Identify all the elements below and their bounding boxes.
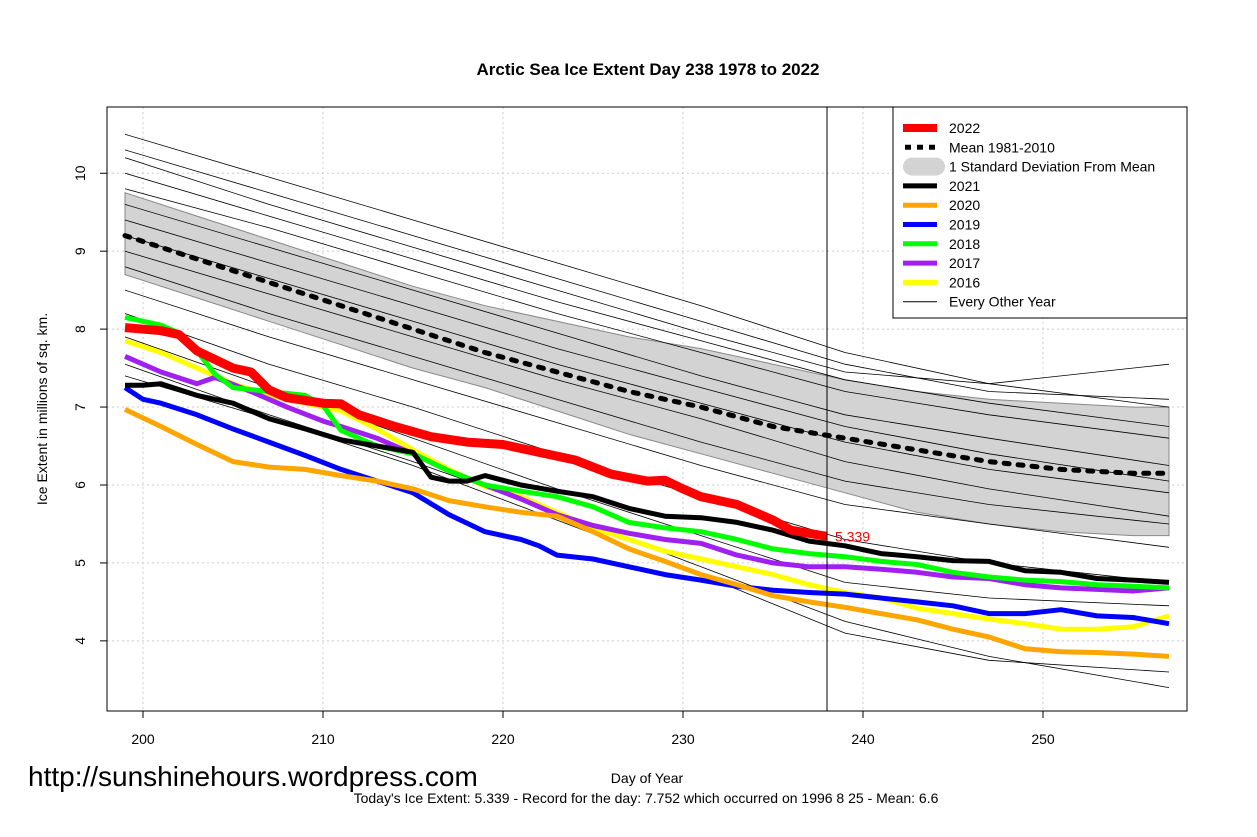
legend-label: 2017 [949,255,980,271]
legend-label: 1 Standard Deviation From Mean [949,159,1155,175]
legend-label: 2019 [949,217,980,233]
mean-line [122,233,1172,476]
current-value-label: 5.339 [835,528,870,544]
series-line-2019 [123,385,1170,627]
y-tick-label: 8 [72,325,88,333]
y-axis: 4 5 6 7 8 9 10 [72,165,108,645]
y-tick-label: 4 [72,637,88,645]
other-year-line [124,235,1170,494]
legend-swatch-band [903,157,945,176]
other-year-line [124,289,1170,548]
x-axis-label: Day of Year [611,770,684,786]
y-tick-label: 6 [72,481,88,489]
legend: 2022 Mean 1981-2010 1 Standard Deviation F… [892,106,1188,319]
other-year-line [124,157,1170,385]
other-year-line [124,219,1170,482]
legend-label: 2022 [949,120,980,136]
legend-label: 2021 [949,178,980,194]
legend-label: Every Other Year [949,294,1056,310]
x-tick-label: 200 [131,731,155,747]
x-tick-label: 210 [311,731,335,747]
x-tick-label: 230 [671,731,695,747]
other-year-line [124,188,1170,439]
legend-label: 2016 [949,274,980,290]
legend-label: Mean 1981-2010 [949,139,1055,155]
series-line-2020 [123,407,1170,659]
series-line-2018 [124,314,1170,591]
watermark: http://sunshinehours.wordpress.com [28,761,478,792]
other-year-line [124,266,1170,525]
mean-layer [122,233,1172,476]
y-tick-label: 5 [72,559,88,567]
y-tick-label: 10 [72,165,88,181]
chart-title: Arctic Sea Ice Extent Day 238 1978 to 20… [476,60,819,79]
footer-text: Today's Ice Extent: 5.339 - Record for t… [354,790,939,806]
x-axis: 200 210 220 230 240 250 [131,710,1055,747]
legend-label: 2018 [949,236,980,252]
legend-box [892,106,1188,319]
other-year-line [124,250,1170,517]
y-tick-label: 7 [72,403,88,411]
x-tick-label: 250 [1031,731,1055,747]
series-layer [123,314,1170,659]
other-year-line [124,204,1170,466]
other-year-line [124,172,1170,427]
y-axis-label: Ice Extent in millions of sq. km. [34,313,50,505]
x-tick-label: 240 [851,731,875,747]
x-tick-label: 220 [491,731,515,747]
legend-label: 2020 [949,197,980,213]
series-line-2022 [124,323,828,541]
other-year-line [124,149,1170,400]
series-line-2021 [125,381,1170,585]
y-tick-label: 9 [72,247,88,255]
other-year-line [124,133,1170,408]
